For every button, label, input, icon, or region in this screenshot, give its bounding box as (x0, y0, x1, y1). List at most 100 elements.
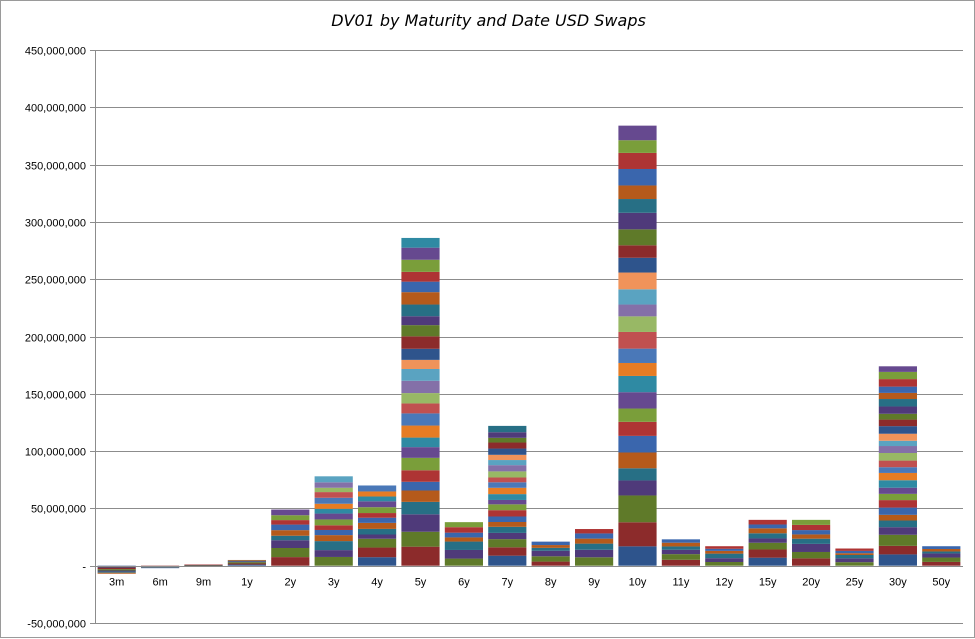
bar-segment (401, 546, 440, 566)
bar-segment (878, 500, 917, 508)
bar-segment (878, 472, 917, 481)
bar-segment (618, 452, 657, 469)
bar-segment (575, 529, 614, 534)
bar-5y (401, 237, 440, 566)
bar-segment (314, 541, 353, 551)
bar-segment (878, 534, 917, 546)
bar-segment (271, 530, 310, 536)
bar-segment (531, 556, 570, 562)
bar-segment (401, 531, 440, 547)
bar-segment (878, 554, 917, 566)
bar-segment (661, 554, 700, 560)
bar-segment (618, 168, 657, 186)
bar-segment (401, 425, 440, 438)
bar-segment (97, 567, 136, 570)
bar-segment (748, 557, 787, 566)
bar-segment (227, 561, 266, 563)
x-tick-label: 6y (458, 577, 470, 589)
bar-segment (401, 481, 440, 491)
x-tick-label: 7y (501, 577, 513, 589)
bar-segment (878, 419, 917, 427)
bar-segment (358, 534, 397, 539)
bar-segment (358, 547, 397, 558)
bar-segment (141, 565, 180, 567)
bar-segment (488, 425, 527, 433)
bar-segment (227, 559, 266, 561)
bar-segment (401, 403, 440, 414)
bar-segment (444, 541, 483, 550)
bar-segment (488, 510, 527, 517)
bar-segment (531, 550, 570, 557)
bar-segment (575, 543, 614, 550)
bar-segment (618, 199, 657, 213)
y-tick-label: - (82, 562, 86, 574)
bar-12y (705, 546, 744, 566)
bar-segment (271, 524, 310, 531)
bar-segment (401, 368, 440, 381)
bar-segment (488, 504, 527, 511)
x-tick-label: 50y (932, 577, 950, 589)
bar-segment (878, 493, 917, 501)
bar-segment (227, 564, 266, 566)
bar-segment (444, 532, 483, 538)
bar-10y (618, 125, 657, 566)
x-tick-label: 3m (109, 577, 124, 589)
bar-segment (792, 524, 831, 531)
bar-segment (358, 496, 397, 502)
bar-segment (401, 470, 440, 482)
bar-segment (618, 185, 657, 200)
bar-segment (618, 480, 657, 496)
bar-segment (835, 554, 874, 559)
bar-segment (488, 437, 527, 443)
bar-segment (618, 289, 657, 305)
bar-50y (922, 546, 961, 566)
bar-segment (618, 421, 657, 436)
bar-segment (661, 549, 700, 555)
bar-segment (488, 460, 527, 466)
bar-segment (618, 468, 657, 481)
bar-segment (878, 433, 917, 441)
bar-segment (488, 487, 527, 495)
bar-segment (401, 247, 440, 260)
bar-segment (792, 558, 831, 566)
bar-segment (488, 494, 527, 500)
bar-segment (314, 513, 353, 520)
bar-segment (227, 562, 266, 564)
bar-segment (618, 546, 657, 566)
y-tick-label: 250,000,000 (25, 275, 86, 287)
x-tick-label: 5y (415, 577, 427, 589)
bar-20y (792, 519, 831, 566)
bar-segment (401, 281, 440, 293)
y-tick-label: -50,000,000 (27, 619, 86, 631)
bar-segment (878, 399, 917, 407)
bar-segment (835, 550, 874, 554)
bar-segment (618, 392, 657, 409)
x-tick-label: 3y (328, 577, 340, 589)
bar-segment (878, 545, 917, 555)
bar-segment (531, 545, 570, 548)
bar-segment (488, 539, 527, 548)
bar-segment (488, 442, 527, 449)
bar-segment (314, 556, 353, 566)
bar-segment (488, 499, 527, 505)
bar-segment (401, 348, 440, 360)
bar-segment (271, 509, 310, 516)
x-tick-label: 1y (241, 577, 253, 589)
bar-segment (488, 522, 527, 527)
bar-segment (792, 519, 831, 525)
bar-segment (878, 406, 917, 414)
bar-segment (401, 359, 440, 369)
bar-segment (488, 454, 527, 461)
bar-segment (358, 522, 397, 529)
bar-segment (401, 437, 440, 448)
bar-segment (835, 548, 874, 551)
bar-segment (401, 325, 440, 337)
bar-segment (314, 476, 353, 483)
x-tick-label: 12y (715, 577, 733, 589)
y-tick-label: 200,000,000 (25, 333, 86, 345)
bar-segment (314, 529, 353, 536)
bar-segment (661, 539, 700, 543)
bar-segment (618, 522, 657, 547)
bar-segment (444, 549, 483, 559)
